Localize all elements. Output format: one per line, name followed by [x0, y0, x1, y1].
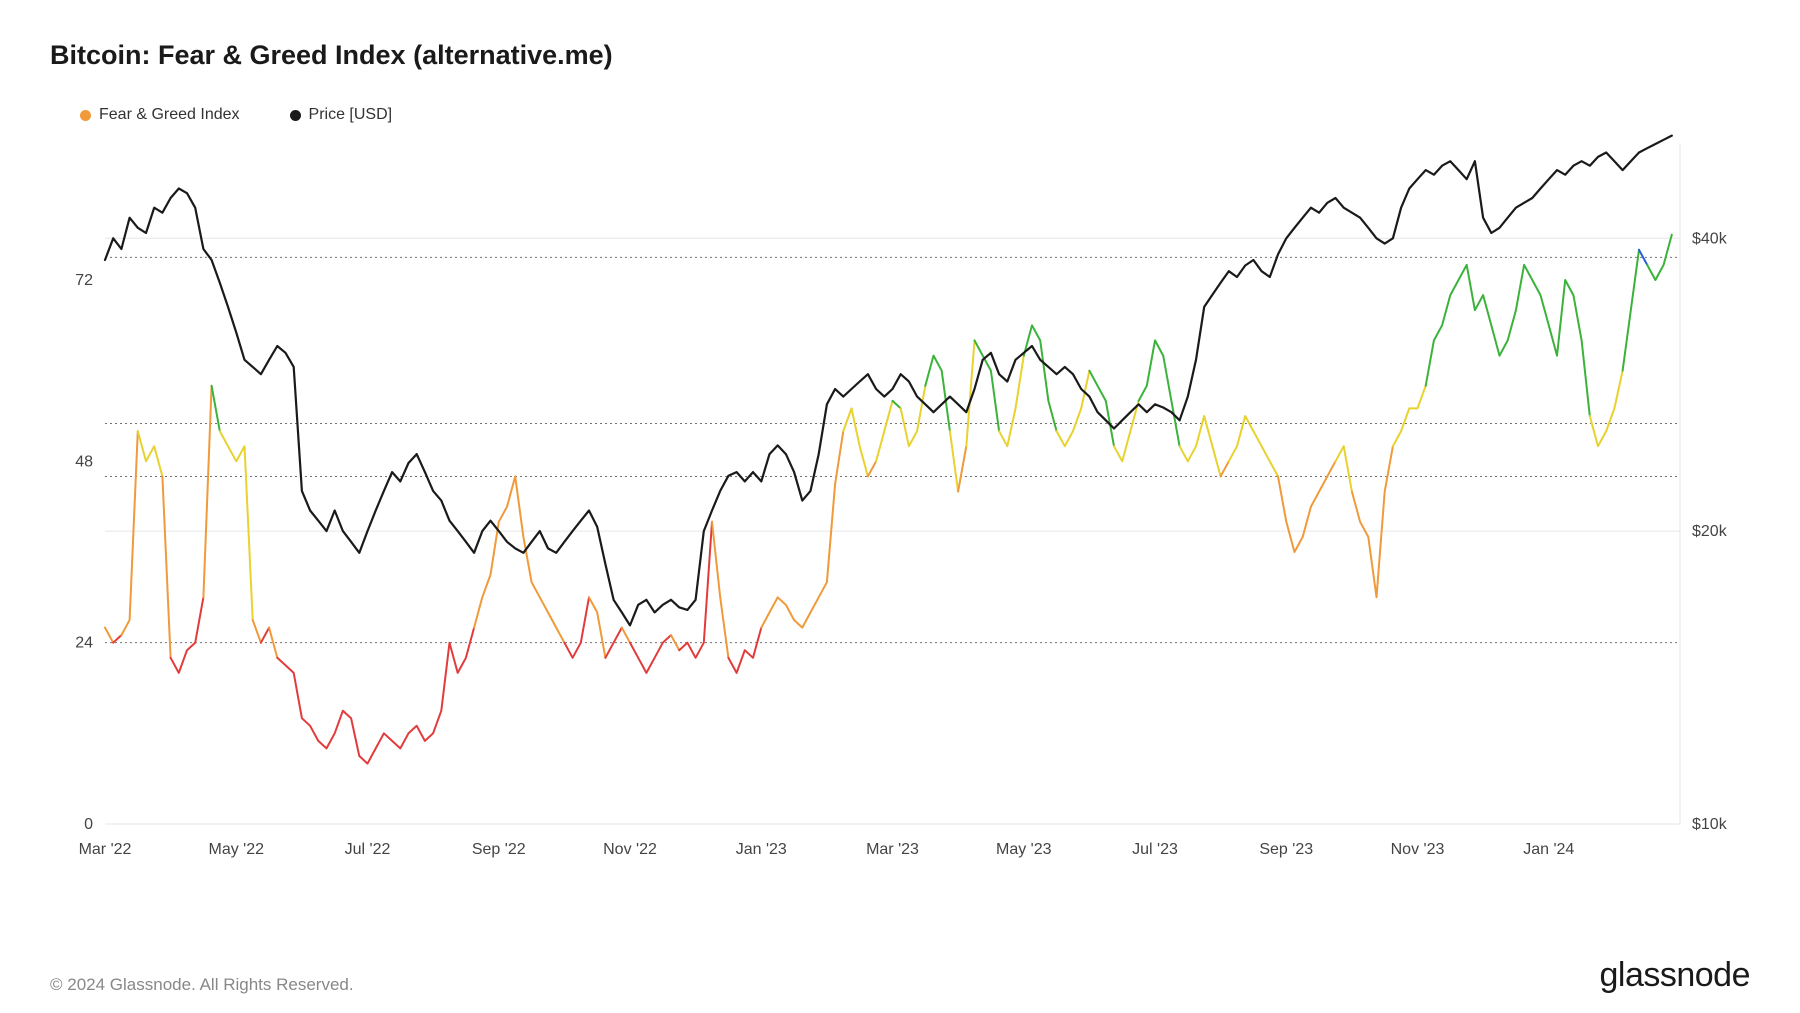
index-line-segment: [950, 431, 958, 492]
index-line-segment: [843, 408, 868, 476]
svg-text:Nov '23: Nov '23: [1391, 841, 1445, 858]
index-line-segment: [712, 522, 728, 658]
svg-text:0: 0: [84, 816, 93, 833]
svg-text:May '22: May '22: [208, 841, 264, 858]
index-line-segment: [1221, 461, 1229, 476]
index-line-segment: [171, 597, 204, 673]
svg-text:Jul '22: Jul '22: [345, 841, 391, 858]
index-line-segment: [1278, 461, 1336, 552]
svg-text:Jan '23: Jan '23: [736, 841, 787, 858]
index-line-segment: [1393, 386, 1426, 446]
svg-text:24: 24: [75, 635, 93, 652]
copyright-text: © 2024 Glassnode. All Rights Reserved.: [50, 975, 354, 995]
index-line-segment: [1590, 371, 1623, 447]
price-line: [105, 136, 1672, 626]
svg-text:72: 72: [75, 272, 93, 289]
svg-text:May '23: May '23: [996, 841, 1052, 858]
svg-text:Sep '23: Sep '23: [1259, 841, 1313, 858]
svg-text:48: 48: [75, 453, 93, 470]
legend-label-price: Price [USD]: [309, 106, 393, 124]
svg-text:$20k: $20k: [1692, 523, 1728, 540]
svg-text:Nov '22: Nov '22: [603, 841, 657, 858]
index-line-segment: [1229, 416, 1278, 476]
svg-text:Sep '22: Sep '22: [472, 841, 526, 858]
index-line-segment: [893, 401, 901, 409]
legend: Fear & Greed Index Price [USD]: [80, 106, 1750, 124]
index-line-segment: [564, 597, 589, 658]
index-line-segment: [1426, 265, 1590, 416]
index-line-segment: [113, 635, 121, 643]
legend-dot-index: [80, 110, 91, 121]
legend-dot-price: [290, 110, 301, 121]
index-line-segment: [876, 401, 892, 461]
svg-text:Jul '23: Jul '23: [1132, 841, 1178, 858]
index-line-segment: [1180, 416, 1221, 476]
svg-text:$40k: $40k: [1692, 230, 1728, 247]
index-line-segment: [1089, 371, 1114, 447]
index-line-segment: [1114, 401, 1139, 461]
brand-logo: glassnode: [1599, 956, 1750, 995]
index-line-segment: [958, 446, 966, 491]
svg-text:Mar '23: Mar '23: [866, 841, 919, 858]
index-line-segment: [589, 597, 605, 658]
svg-text:$10k: $10k: [1692, 816, 1728, 833]
index-line-segment: [622, 628, 630, 643]
index-line-segment: [975, 340, 1000, 431]
index-line-segment: [203, 386, 211, 598]
legend-item-index: Fear & Greed Index: [80, 106, 240, 124]
index-line-segment: [474, 476, 564, 642]
index-line-segment: [212, 386, 220, 431]
index-line-segment: [261, 628, 269, 643]
index-line-segment: [630, 635, 671, 673]
index-line-segment: [761, 431, 843, 627]
index-line-segment: [1336, 446, 1352, 491]
index-line-segment: [1057, 371, 1090, 447]
index-line-segment: [671, 635, 679, 650]
chart-area: 0 24 48 72 $10k $20k $40k Mar '22 May '22 Jul '22…: [50, 134, 1750, 874]
chart-svg: 0 24 48 72 $10k $20k $40k Mar '22 May '22 Jul '22…: [50, 134, 1750, 874]
index-line-segment: [105, 628, 113, 643]
index-line-segment: [728, 628, 761, 673]
index-line-segment: [1024, 325, 1057, 431]
index-line-segment: [925, 356, 950, 432]
index-line-segment: [220, 431, 253, 620]
index-line-segment: [605, 628, 621, 658]
chart-title: Bitcoin: Fear & Greed Index (alternative…: [50, 40, 1750, 71]
index-line-segment: [277, 628, 474, 764]
index-line-segment: [138, 431, 163, 476]
index-line-segment: [253, 620, 261, 643]
index-line-segment: [679, 522, 712, 658]
legend-label-index: Fear & Greed Index: [99, 106, 240, 124]
index-line-segment: [1139, 340, 1180, 446]
index-line-segment: [868, 461, 876, 476]
svg-text:Mar '22: Mar '22: [79, 841, 132, 858]
index-line-segment: [162, 476, 170, 657]
index-line-segment: [121, 431, 137, 635]
index-line-segment: [1352, 446, 1393, 597]
svg-text:Jan '24: Jan '24: [1523, 841, 1574, 858]
legend-item-price: Price [USD]: [290, 106, 393, 124]
index-line-segment: [901, 386, 926, 446]
index-line-segment: [1623, 250, 1639, 371]
